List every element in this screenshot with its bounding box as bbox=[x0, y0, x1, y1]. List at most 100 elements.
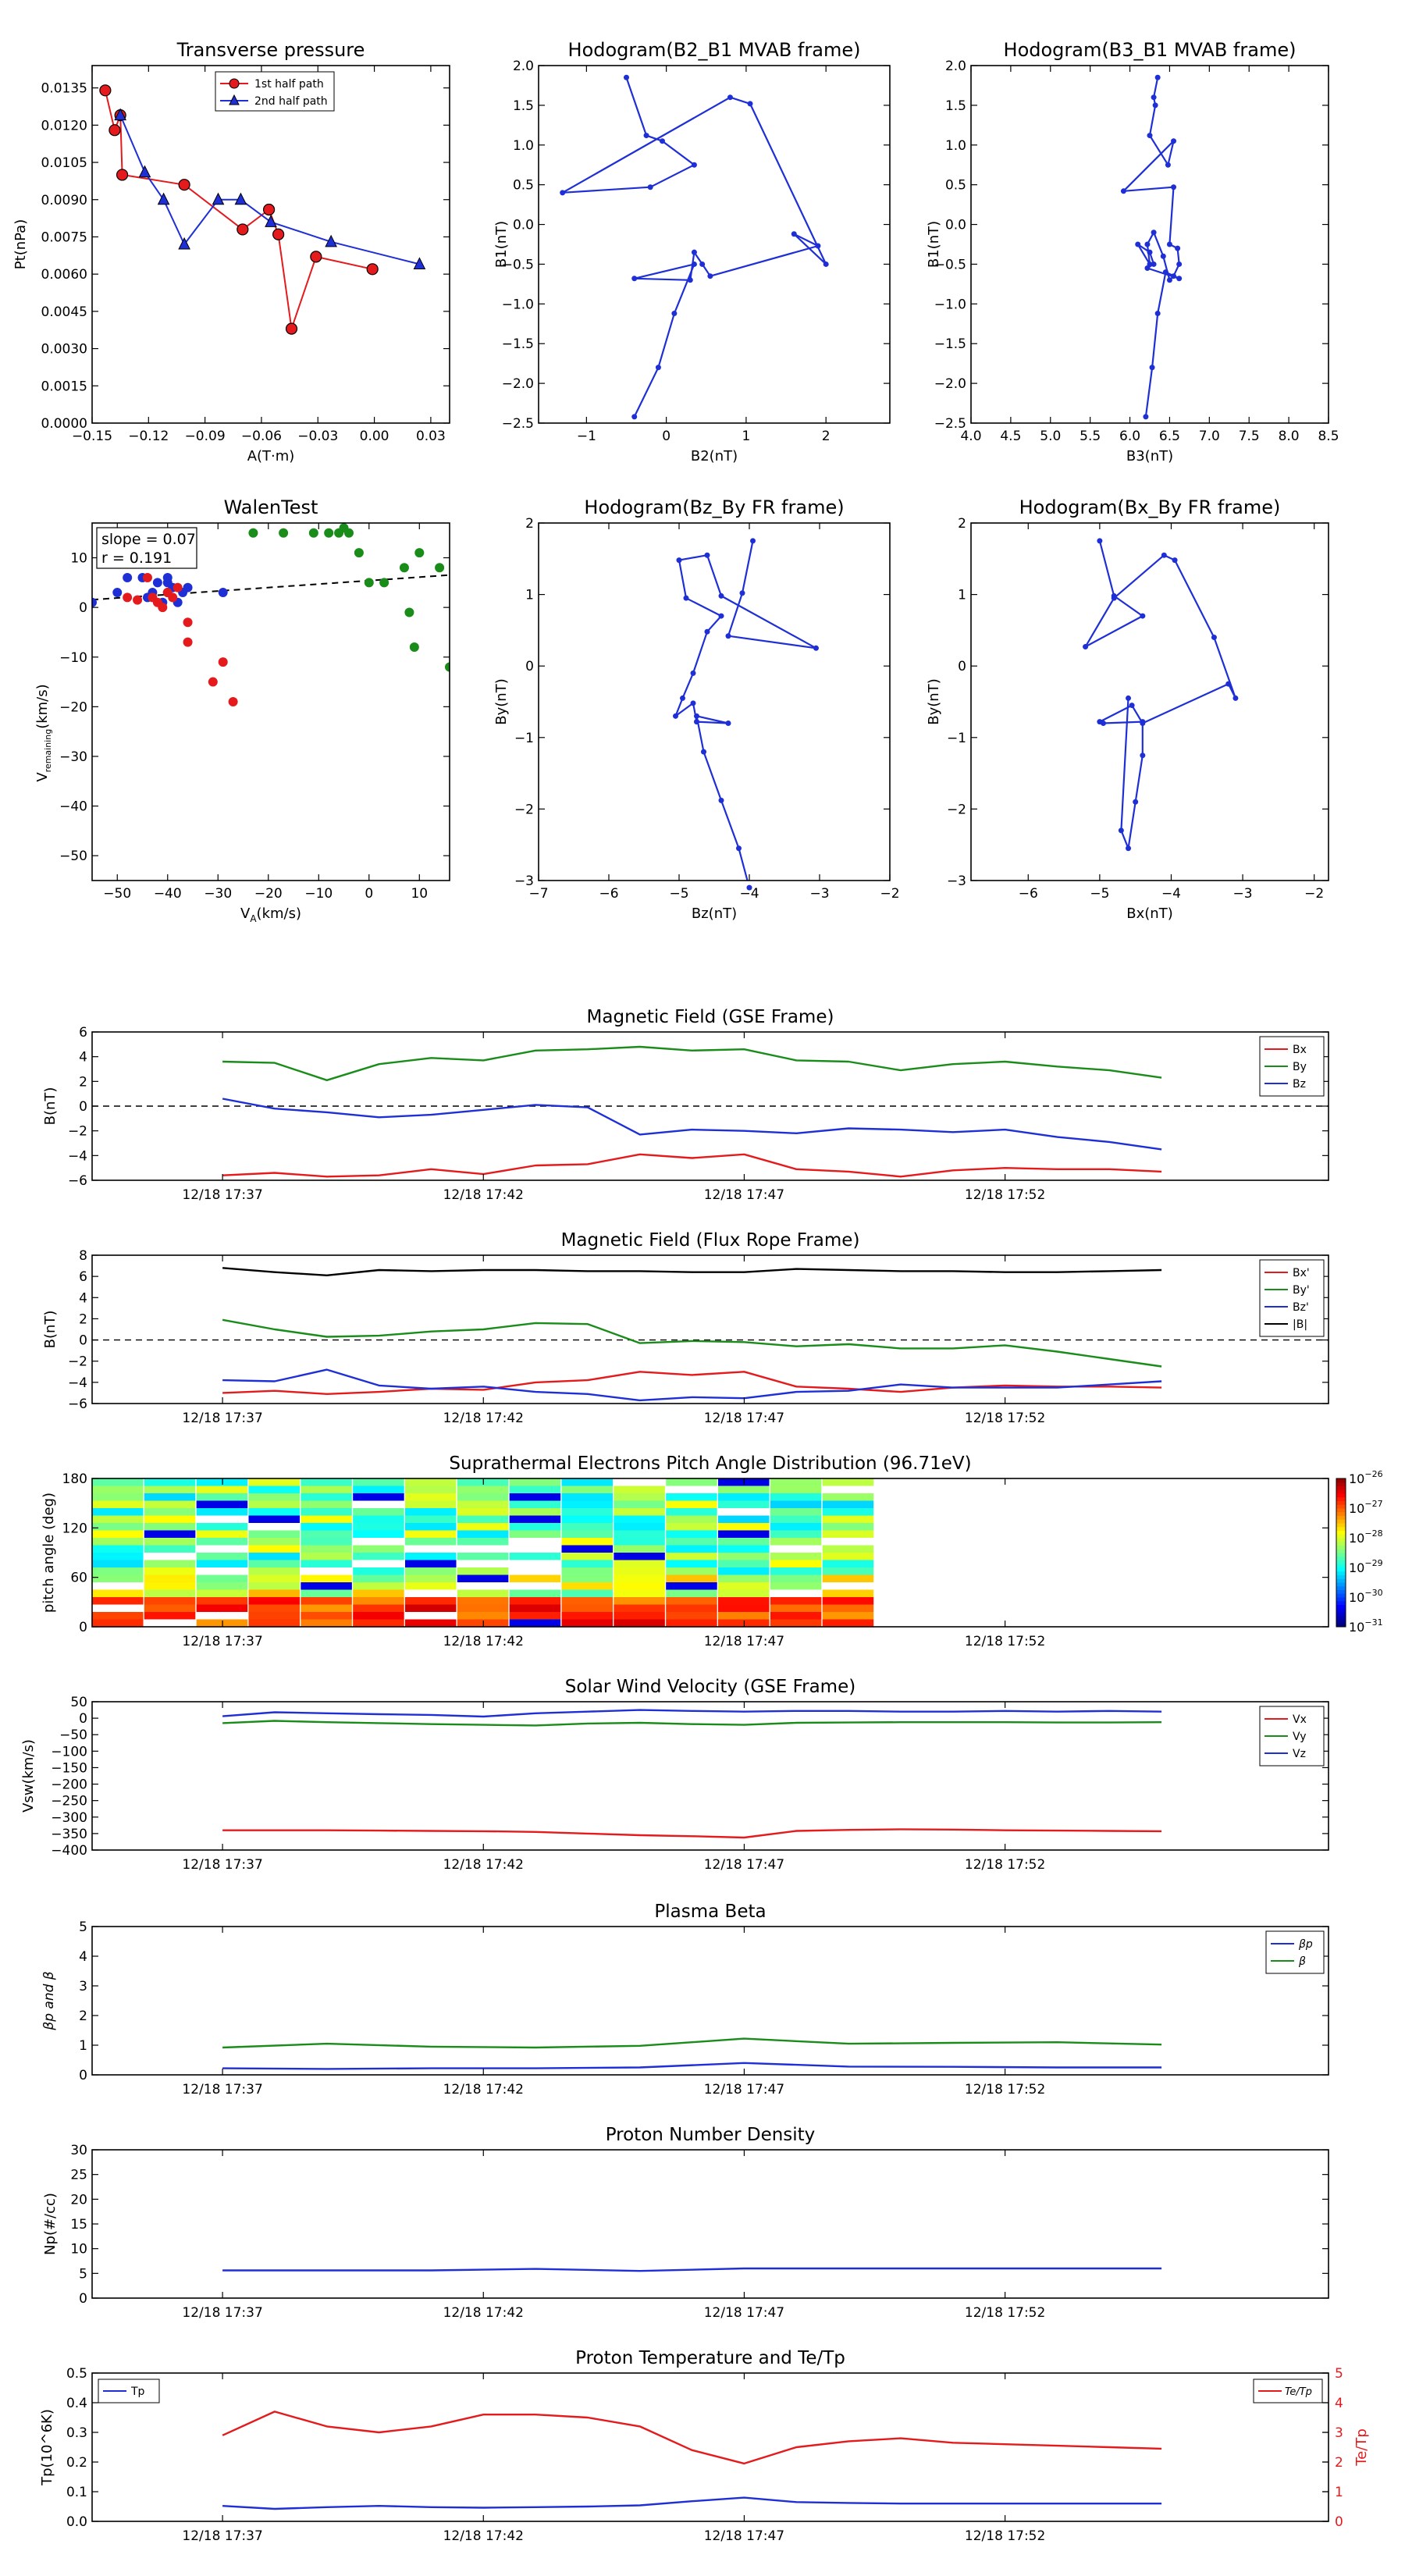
hodogram_bz_by-point bbox=[673, 713, 678, 719]
pitch_angle_distribution-colorbar-step bbox=[1336, 1560, 1346, 1564]
magnetic_field_fr-ytick-label: 8 bbox=[79, 1248, 87, 1264]
pitch_angle_distribution-cell bbox=[144, 1515, 196, 1523]
pitch_angle_distribution-cell bbox=[92, 1530, 144, 1538]
hodogram_b2_b1-xtick-label: 0 bbox=[662, 429, 670, 444]
pitch_angle_distribution-cell bbox=[301, 1589, 352, 1597]
hodogram_b2_b1-ytick-label: 0.0 bbox=[513, 218, 534, 233]
walen_test-xtick-label: −20 bbox=[254, 886, 283, 902]
proton_density-ytick-label: 15 bbox=[70, 2217, 87, 2233]
pitch_angle_distribution-cell bbox=[509, 1597, 561, 1605]
hodogram_bz_by-ytick-label: −3 bbox=[514, 873, 534, 889]
proton_density-xtick-label: 12/18 17:42 bbox=[443, 2305, 524, 2321]
transverse_pressure-xtick-label: −0.12 bbox=[128, 429, 169, 444]
pitch_angle_distribution-cell bbox=[353, 1589, 404, 1597]
hodogram_bz_by-point bbox=[718, 613, 724, 619]
transverse_pressure-point bbox=[265, 215, 277, 227]
hodogram_b2_b1-point bbox=[691, 261, 697, 267]
hodogram_b3_b1-point bbox=[1151, 94, 1157, 101]
pitch_angle_distribution-cell bbox=[92, 1508, 144, 1516]
pitch_angle_distribution-colorbar-label: 10−30 bbox=[1349, 1588, 1383, 1605]
magnetic_field_fr-series-By-line bbox=[222, 1318, 1162, 1368]
transverse_pressure-ylabel: Pt(nPa) bbox=[12, 219, 29, 269]
pitch_angle_distribution-cell bbox=[196, 1604, 248, 1612]
pitch_angle_distribution-cell bbox=[509, 1478, 561, 1486]
pitch_angle_distribution-cell bbox=[405, 1560, 457, 1567]
hodogram_b2_b1-point bbox=[643, 133, 649, 139]
solar_wind_velocity-ylabel: Vsw(km/s) bbox=[20, 1739, 37, 1813]
magnetic_field_gse-xtick-label: 12/18 17:42 bbox=[443, 1187, 524, 1203]
pitch_angle_distribution-cell bbox=[144, 1567, 196, 1575]
hodogram_bx_by-frame bbox=[970, 522, 1329, 881]
hodogram_bx_by-point bbox=[1100, 720, 1106, 726]
hodogram_bz_by-title: Hodogram(Bz_By FR frame) bbox=[584, 496, 844, 518]
hodogram_b3_b1-point bbox=[1171, 273, 1177, 279]
transverse_pressure-point bbox=[272, 228, 285, 240]
walen_test-point bbox=[308, 528, 318, 538]
hodogram_bx_by-xtick-label: −3 bbox=[1233, 886, 1253, 902]
pitch_angle_distribution-cell bbox=[301, 1523, 352, 1531]
pitch_angle_distribution-cell bbox=[144, 1485, 196, 1493]
pitch_angle_distribution-cell bbox=[822, 1500, 874, 1508]
transverse_pressure-ytick-label: 0.0060 bbox=[41, 267, 87, 283]
walen_test-point bbox=[123, 592, 133, 603]
pitch_angle_distribution-cell bbox=[822, 1619, 874, 1627]
hodogram_bz_by-point bbox=[739, 590, 745, 596]
hodogram_bx_by-xtick-label: −4 bbox=[1161, 886, 1181, 902]
pitch_angle_distribution-cell bbox=[614, 1612, 665, 1620]
plasma_beta-legend-label: β bbox=[1298, 1955, 1306, 1968]
pitch_angle_distribution-cell bbox=[561, 1604, 614, 1612]
pitch_angle_distribution-cell bbox=[353, 1597, 404, 1605]
hodogram_bx_by-series-line bbox=[1084, 540, 1237, 849]
pitch_angle_distribution-cell bbox=[301, 1500, 352, 1508]
pitch_angle_distribution-cell bbox=[822, 1493, 874, 1501]
pitch_angle_distribution-cell bbox=[92, 1560, 144, 1567]
pitch_angle_distribution-cell bbox=[561, 1612, 614, 1620]
pitch_angle_distribution-cell bbox=[144, 1530, 196, 1538]
hodogram_b3_b1-ytick-label: −1.0 bbox=[934, 297, 966, 312]
hodogram_b2_b1-ytick-label: 1.0 bbox=[513, 138, 534, 154]
pitch_angle_distribution-colorbar-label: 10−31 bbox=[1349, 1617, 1383, 1635]
pitch_angle_distribution-cell bbox=[718, 1619, 770, 1627]
hodogram_b2_b1-ytick-label: 0.5 bbox=[513, 178, 534, 194]
proton_temperature-ytick-label: 5 bbox=[1335, 2366, 1343, 2382]
pitch_angle_distribution-cell bbox=[509, 1515, 561, 1523]
pitch_angle_distribution-cell bbox=[92, 1553, 144, 1560]
pitch_angle_distribution-cell bbox=[353, 1530, 404, 1538]
transverse_pressure-series-line bbox=[104, 90, 373, 330]
proton_temperature-xtick-label: 12/18 17:47 bbox=[704, 2528, 784, 2544]
hodogram_bz_by-point bbox=[704, 552, 710, 558]
hodogram_b3_b1-point bbox=[1147, 261, 1153, 267]
hodogram_bz_by-point bbox=[694, 713, 699, 719]
pitch_angle_distribution-cell bbox=[561, 1560, 614, 1567]
hodogram_b2_b1-frame bbox=[538, 65, 891, 424]
pitch_angle_distribution-cell bbox=[614, 1530, 665, 1538]
pitch_angle_distribution-cell bbox=[248, 1612, 301, 1620]
pitch_angle_distribution-colorbar-step bbox=[1336, 1593, 1346, 1598]
pitch_angle_distribution-cell bbox=[770, 1515, 822, 1523]
transverse_pressure-point bbox=[212, 192, 225, 205]
plasma_beta-ytick-label: 0 bbox=[79, 2068, 87, 2083]
magnetic_field_gse-ytick-label: 2 bbox=[79, 1074, 87, 1090]
pitch_angle_distribution-cell bbox=[301, 1545, 352, 1553]
hodogram_bx_by-ytick-label: 2 bbox=[958, 516, 966, 532]
pitch_angle_distribution-cell bbox=[509, 1530, 561, 1538]
pitch_angle_distribution-cell bbox=[248, 1485, 301, 1493]
pitch_angle_distribution-cell bbox=[666, 1612, 717, 1620]
transverse_pressure-legend-label: 1st half path bbox=[254, 78, 324, 91]
pitch_angle_distribution-ytick-label: 180 bbox=[62, 1471, 87, 1487]
magnetic_field_gse-ytick-label: −4 bbox=[68, 1148, 87, 1164]
pitch_angle_distribution-cell bbox=[770, 1604, 822, 1612]
hodogram_bz_by-point bbox=[813, 645, 819, 651]
pitch_angle_distribution-cell bbox=[353, 1545, 404, 1553]
pitch_angle_distribution-cell bbox=[196, 1560, 248, 1567]
pitch_angle_distribution-cell bbox=[561, 1567, 614, 1575]
hodogram_b3_b1-xtick-label: 5.5 bbox=[1080, 429, 1101, 444]
pitch_angle_distribution-cell bbox=[405, 1538, 457, 1546]
hodogram_b2_b1-ytick-label: −2.5 bbox=[502, 416, 534, 432]
hodogram_b2_b1-series-line bbox=[561, 76, 827, 418]
walen_test-point bbox=[218, 588, 228, 598]
magnetic_field_fr-ytick-label: −4 bbox=[68, 1375, 87, 1391]
solar_wind_velocity-series-Vz-line bbox=[222, 1709, 1162, 1718]
pitch_angle_distribution-ylabel: pitch angle (deg) bbox=[41, 1493, 57, 1613]
pitch_angle_distribution-cell bbox=[509, 1508, 561, 1516]
